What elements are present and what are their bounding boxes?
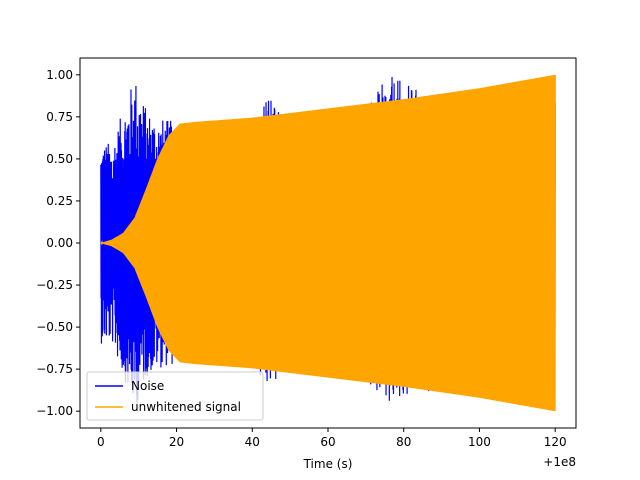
x-tick-label-4: 80 (396, 435, 411, 449)
x-axis-label: Time (s) (303, 457, 353, 471)
y-tick-label-6: 0.50 (46, 152, 73, 166)
legend-label-noise: Noise (131, 379, 164, 393)
y-tick-label-5: 0.25 (46, 194, 73, 208)
legend: Noise unwhitened signal (86, 371, 264, 421)
legend-box (86, 371, 264, 421)
y-tick-label-4: 0.00 (46, 236, 73, 250)
x-tick-label-6: 120 (544, 435, 567, 449)
y-tick-label-1: −0.75 (36, 362, 73, 376)
y-tick-label-0: −1.00 (36, 404, 73, 418)
x-tick-label-3: 60 (320, 435, 335, 449)
x-axis-offset: +1e8 (543, 455, 576, 469)
y-ticks: −1.00 −0.75 −0.50 −0.25 0.00 0.25 0.50 0.75 1.00 (36, 68, 80, 418)
x-tick-label-2: 40 (245, 435, 260, 449)
y-tick-label-2: −0.50 (36, 320, 73, 334)
x-tick-label-5: 100 (468, 435, 491, 449)
plot-marks (100, 74, 556, 412)
x-tick-label-1: 20 (169, 435, 184, 449)
y-tick-label-8: 1.00 (46, 68, 73, 82)
y-tick-label-7: 0.75 (46, 110, 73, 124)
series-line-unwhitened-signal (100, 74, 556, 412)
x-ticks: 0 20 40 60 80 100 120 (97, 428, 567, 449)
legend-label-unwhitened-signal: unwhitened signal (131, 400, 241, 414)
y-tick-label-3: −0.25 (36, 278, 73, 292)
x-tick-label-0: 0 (97, 435, 105, 449)
